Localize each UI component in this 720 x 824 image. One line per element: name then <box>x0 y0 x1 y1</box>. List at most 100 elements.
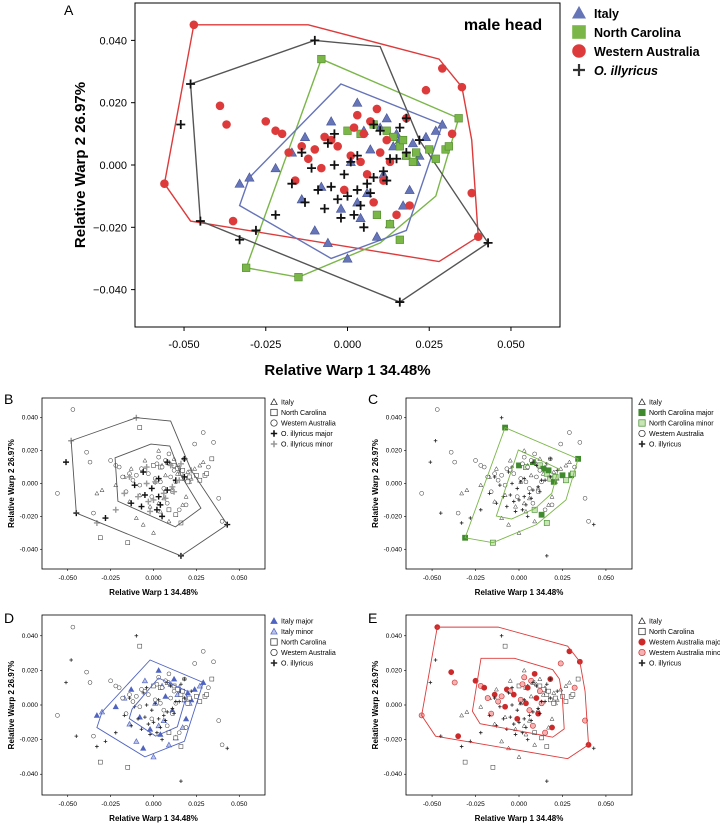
data-point <box>528 677 535 684</box>
data-point <box>545 682 549 687</box>
data-point <box>234 178 245 188</box>
legend-item-western-australia-minor: Western Australia minor <box>638 648 720 657</box>
data-point <box>323 138 333 148</box>
data-point <box>150 496 157 503</box>
data-point <box>180 502 186 507</box>
data-point <box>171 488 178 495</box>
legend-marker <box>638 648 646 657</box>
data-point <box>392 154 402 164</box>
y-tick-label: -0.040 <box>20 546 39 553</box>
data-point <box>515 494 520 499</box>
data-point <box>329 129 339 139</box>
data-point <box>549 716 555 721</box>
data-point <box>591 746 596 751</box>
legend-marker <box>638 659 646 667</box>
data-point <box>468 516 473 520</box>
legend-item-north-carolina: North Carolina <box>270 638 326 647</box>
data-point <box>189 689 194 693</box>
data-point <box>120 474 125 480</box>
data-point <box>522 494 527 499</box>
data-point <box>130 477 136 483</box>
data-point <box>294 273 303 282</box>
x-tick-label: 0.025 <box>554 801 571 808</box>
data-point <box>192 466 198 471</box>
data-point <box>530 722 536 729</box>
data-point <box>309 225 320 235</box>
legend-label: O. illyricus <box>649 661 682 668</box>
data-point <box>534 463 539 468</box>
y-tick-label: -0.040 <box>384 771 403 778</box>
data-point <box>143 715 147 719</box>
legend-marker <box>638 429 646 438</box>
y-tick-label: 0.040 <box>386 415 403 422</box>
data-point <box>548 696 553 700</box>
data-point <box>385 220 395 229</box>
y-tick-label: 0.020 <box>99 98 127 110</box>
data-point <box>222 120 231 129</box>
data-point <box>499 473 504 478</box>
data-point <box>143 480 150 487</box>
data-point <box>349 123 359 132</box>
data-point <box>457 82 467 92</box>
data-point <box>134 694 139 699</box>
legend-item-o-illyricus: O. illyricus <box>573 64 658 78</box>
data-point <box>157 501 164 508</box>
hull-north-carolina-minor <box>495 449 559 520</box>
data-point <box>112 506 119 513</box>
data-point <box>235 235 245 245</box>
data-point <box>158 725 163 730</box>
y-tick-label: 0.000 <box>386 702 403 709</box>
panel-d: D -0.050 -0.025 0.000 0.025 0.050 0.040 0.020 0.… <box>4 610 336 823</box>
data-point <box>160 490 167 497</box>
data-point <box>444 142 453 151</box>
data-point <box>187 695 192 701</box>
data-point <box>563 462 569 468</box>
data-point <box>549 502 555 508</box>
x-tick-label: 0.050 <box>497 339 525 351</box>
data-point <box>87 459 93 465</box>
legend-label: Western Australia <box>281 421 336 428</box>
data-point <box>136 717 140 721</box>
legend-item-italy: Italy <box>638 617 662 626</box>
data-point <box>532 742 538 747</box>
legend-marker <box>270 440 278 448</box>
data-point <box>128 466 134 471</box>
x-tick-label: 0.025 <box>188 575 205 582</box>
data-point <box>494 501 499 506</box>
x-tick-label: -0.025 <box>250 339 281 351</box>
legend-label: Western Australia <box>649 431 704 438</box>
data-point <box>425 145 434 154</box>
data-point <box>120 695 125 701</box>
data-point <box>438 64 447 73</box>
data-point <box>122 713 127 718</box>
data-point <box>459 490 465 496</box>
data-point <box>540 692 546 697</box>
data-point <box>156 448 162 453</box>
data-point <box>242 263 251 272</box>
data-point <box>164 723 170 729</box>
data-point <box>216 718 221 723</box>
panel-b-letter: B <box>4 391 13 407</box>
data-point <box>102 515 109 522</box>
data-point <box>84 450 89 455</box>
data-point <box>133 515 139 520</box>
series-o-illyricus <box>428 415 596 558</box>
legend: Italy North Carolina Western Australia O. i… <box>571 5 701 78</box>
data-point <box>178 744 184 749</box>
data-point <box>447 129 457 139</box>
legend-label: Western Australia major <box>649 640 720 647</box>
data-point <box>94 490 100 496</box>
data-point <box>313 185 323 195</box>
data-point <box>169 483 176 490</box>
hull-north-carolina-major <box>464 426 579 544</box>
data-point <box>448 450 454 455</box>
data-point <box>326 116 337 126</box>
legend-label: O. illyricus <box>594 64 658 78</box>
x-tick-label: 0.025 <box>415 339 443 351</box>
data-point <box>182 715 190 722</box>
data-point <box>519 681 526 688</box>
data-point <box>521 674 528 681</box>
data-point <box>142 457 148 463</box>
data-point <box>518 480 523 484</box>
series-western-australia <box>418 624 592 748</box>
